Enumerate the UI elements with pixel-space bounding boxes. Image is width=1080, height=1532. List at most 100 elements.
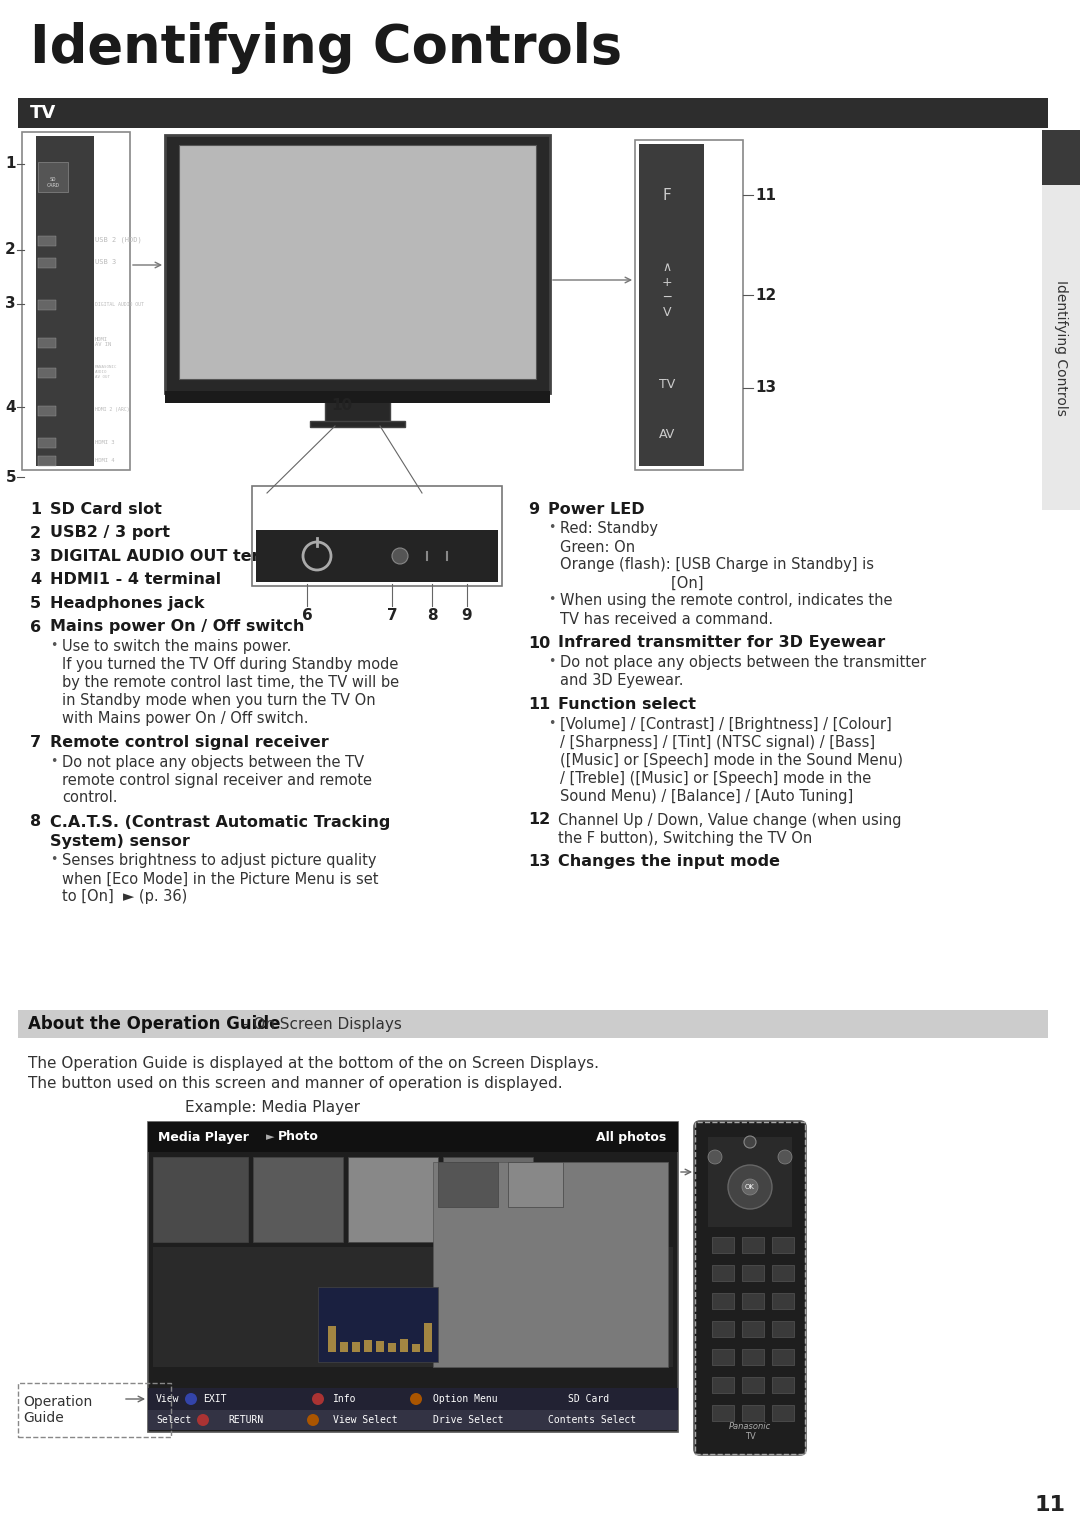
Text: USB 3: USB 3 [95, 259, 117, 265]
Text: View Select: View Select [333, 1416, 397, 1425]
Bar [772, 1377, 794, 1393]
Text: HDMI 3: HDMI 3 [95, 440, 114, 444]
Bar [165, 135, 550, 394]
Text: HDMI 2 (ARC): HDMI 2 (ARC) [95, 408, 130, 412]
Text: The Operation Guide is displayed at the bottom of the on Screen Displays.: The Operation Guide is displayed at the … [28, 1056, 599, 1071]
Text: Senses brightness to adjust picture quality: Senses brightness to adjust picture qual… [62, 853, 377, 869]
Text: USB2 / 3 port: USB2 / 3 port [50, 525, 170, 541]
Bar [318, 1287, 438, 1362]
Text: the F button), Switching the TV On: the F button), Switching the TV On [558, 830, 812, 846]
Bar [742, 1350, 764, 1365]
Text: Panasonic: Panasonic [729, 1422, 771, 1431]
Text: Identifying Controls: Identifying Controls [1054, 279, 1068, 415]
Circle shape [728, 1164, 772, 1209]
Text: 13: 13 [528, 853, 550, 869]
Text: 11: 11 [1035, 1495, 1066, 1515]
Bar [712, 1265, 734, 1281]
Text: System) sensor: System) sensor [50, 833, 190, 849]
Text: 12: 12 [755, 288, 777, 302]
Bar [148, 1409, 678, 1429]
Bar [639, 144, 704, 466]
Text: HDMI
AV IN: HDMI AV IN [95, 337, 111, 348]
Bar [38, 438, 56, 447]
Bar [179, 146, 536, 378]
Text: Contents Select: Contents Select [548, 1416, 636, 1425]
Text: F: F [663, 187, 672, 202]
Bar [328, 1324, 336, 1353]
Text: 12: 12 [528, 812, 550, 827]
Text: About the Operation Guide: About the Operation Guide [28, 1016, 281, 1033]
Text: Sound Menu) / [Balance] / [Auto Tuning]: Sound Menu) / [Balance] / [Auto Tuning] [561, 789, 853, 803]
Text: Infrared transmitter for 3D Eyewear: Infrared transmitter for 3D Eyewear [558, 636, 886, 651]
Bar [443, 1157, 534, 1242]
Text: 4: 4 [30, 573, 41, 587]
Bar [38, 457, 56, 466]
Text: HDMI1 - 4 terminal: HDMI1 - 4 terminal [50, 573, 221, 587]
Bar [340, 1347, 348, 1353]
Text: 1: 1 [30, 502, 41, 516]
Bar [376, 1344, 384, 1353]
Bar [508, 1161, 563, 1207]
Text: 10: 10 [528, 636, 550, 651]
Text: DIGITAL AUDIO OUT terminal: DIGITAL AUDIO OUT terminal [50, 548, 310, 564]
Text: TV: TV [744, 1432, 755, 1442]
Bar [712, 1405, 734, 1422]
Text: 2: 2 [5, 242, 16, 257]
Text: to [On]  ► (p. 36): to [On] ► (p. 36) [62, 890, 187, 904]
Text: in Standby mode when you turn the TV On: in Standby mode when you turn the TV On [62, 692, 376, 708]
Text: TV: TV [30, 104, 56, 123]
Bar [153, 1247, 673, 1367]
Text: Orange (flash): [USB Charge in Standby] is: Orange (flash): [USB Charge in Standby] … [561, 558, 874, 573]
Bar [325, 401, 390, 423]
Text: ∧
+
─
V: ∧ + ─ V [662, 260, 673, 319]
Bar [38, 368, 56, 378]
Bar [348, 1157, 438, 1242]
Text: Drive Select: Drive Select [433, 1416, 503, 1425]
Bar [38, 257, 56, 268]
Bar [18, 98, 1048, 129]
Text: 8: 8 [427, 608, 437, 624]
Bar [712, 1293, 734, 1308]
Bar [772, 1265, 794, 1281]
Text: Option Menu: Option Menu [433, 1394, 498, 1403]
FancyBboxPatch shape [694, 1121, 806, 1455]
Text: Info: Info [333, 1394, 356, 1403]
Circle shape [197, 1414, 210, 1426]
Text: 5: 5 [5, 469, 16, 484]
Bar [772, 1350, 794, 1365]
Text: When using the remote control, indicates the: When using the remote control, indicates… [561, 593, 892, 608]
Text: All photos: All photos [596, 1131, 666, 1143]
Text: Media Player: Media Player [158, 1131, 248, 1143]
Text: •: • [548, 717, 555, 729]
Text: If you turned the TV Off during Standby mode: If you turned the TV Off during Standby … [62, 657, 399, 673]
Text: ([Music] or [Speech] mode in the Sound Menu): ([Music] or [Speech] mode in the Sound M… [561, 752, 903, 768]
Text: DIGITAL AUDIO OUT: DIGITAL AUDIO OUT [95, 302, 144, 306]
Text: 6: 6 [30, 619, 41, 634]
Bar [36, 136, 94, 466]
Bar [742, 1236, 764, 1253]
Text: •: • [50, 853, 57, 867]
Bar [424, 1344, 432, 1353]
Circle shape [778, 1151, 792, 1164]
Text: [Volume] / [Contrast] / [Brightness] / [Colour]: [Volume] / [Contrast] / [Brightness] / [… [561, 717, 892, 731]
Bar [38, 339, 56, 348]
Text: when [Eco Mode] in the Picture Menu is set: when [Eco Mode] in the Picture Menu is s… [62, 872, 378, 887]
Bar [256, 530, 498, 582]
Bar [38, 236, 56, 247]
Text: Identifying Controls: Identifying Controls [30, 21, 622, 74]
Text: Remote control signal receiver: Remote control signal receiver [50, 735, 328, 751]
Text: [On]: [On] [561, 576, 703, 590]
Bar [635, 139, 743, 470]
Bar [712, 1350, 734, 1365]
Text: SD Card slot: SD Card slot [50, 502, 162, 516]
Text: Photo: Photo [278, 1131, 319, 1143]
Text: Headphones jack: Headphones jack [50, 596, 204, 611]
Bar [400, 1345, 408, 1353]
Text: TV has received a command.: TV has received a command. [561, 611, 773, 627]
Text: SD Card: SD Card [568, 1394, 609, 1403]
Bar [253, 1157, 343, 1242]
Text: 3: 3 [30, 548, 41, 564]
Text: HDMI 4: HDMI 4 [95, 458, 114, 463]
Text: Function select: Function select [558, 697, 696, 712]
Bar [388, 1345, 396, 1353]
